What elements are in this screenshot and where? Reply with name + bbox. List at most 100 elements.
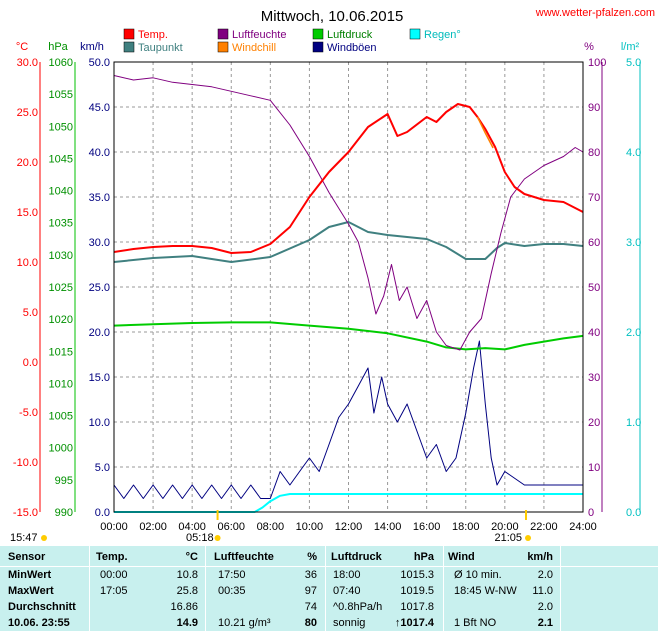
time-left-label: 15:47 xyxy=(10,532,38,544)
legend-label: Regen° xyxy=(424,29,461,41)
tick-label-lm2: 5.0 xyxy=(626,57,641,69)
sun-icon xyxy=(214,535,221,541)
legend-label: Temp. xyxy=(138,29,168,41)
table-cell: 2.0 xyxy=(537,601,553,613)
table-cell: 10.21 g/m³ xyxy=(218,617,271,629)
table-divider xyxy=(89,546,90,631)
table-row-label: MinWert xyxy=(8,569,52,581)
tick-label-pct: 30 xyxy=(588,372,600,384)
legend-label: Windchill xyxy=(232,42,276,54)
grid xyxy=(114,62,583,512)
legend-label: Windböen xyxy=(327,42,377,54)
tick-label-kmh: 25.0 xyxy=(89,282,110,294)
moon-icon xyxy=(525,535,532,541)
tick-label-hpa: 1050 xyxy=(49,121,73,133)
tick-label-hpa: 1045 xyxy=(49,153,73,165)
tick-label-pct: 50 xyxy=(588,282,600,294)
table-header: Luftfeuchte xyxy=(214,551,274,563)
table-header: Sensor xyxy=(8,551,46,563)
tick-label-celsius: 10.0 xyxy=(17,257,38,269)
tick-label-pct: 80 xyxy=(588,147,600,159)
tick-label-kmh: 50.0 xyxy=(89,57,110,69)
tick-label-pct: 70 xyxy=(588,192,600,204)
table-cell: 1017.8 xyxy=(400,601,434,613)
tick-label-x: 14:00 xyxy=(374,521,402,533)
tick-label-celsius: 25.0 xyxy=(17,107,38,119)
series-group xyxy=(113,75,584,513)
tick-label-x: 22:00 xyxy=(530,521,558,533)
tick-label-lm2: 0.0 xyxy=(626,507,641,519)
tick-label-hpa: 1055 xyxy=(49,89,73,101)
table-cell: 14.9 xyxy=(176,617,198,629)
tick-label-hpa: 1015 xyxy=(49,346,73,358)
tick-label-x: 06:00 xyxy=(217,521,245,533)
tick-label-kmh: 45.0 xyxy=(89,102,110,114)
weather-chart: Mittwoch, 10.06.2015 www.wetter-pfalzen.… xyxy=(10,7,655,544)
tick-label-hpa: 990 xyxy=(55,507,73,519)
tick-label-kmh: 10.0 xyxy=(89,417,110,429)
tick-label-x: 20:00 xyxy=(491,521,519,533)
table-header: km/h xyxy=(527,551,553,563)
tick-label-hpa: 1000 xyxy=(49,443,73,455)
table-cell: 17:05 xyxy=(100,585,128,597)
table-cell: 36 xyxy=(304,569,317,581)
legend-swatch xyxy=(312,41,324,53)
table-cell: 17:50 xyxy=(218,569,246,581)
plot-area xyxy=(113,61,584,513)
tick-label-hpa: 1030 xyxy=(49,250,73,262)
table-cell: Ø 10 min. xyxy=(454,569,502,581)
table-cell: 1019.5 xyxy=(400,585,434,597)
table-cell: 00:35 xyxy=(218,585,246,597)
sunrise-label: 05:18 xyxy=(186,532,214,544)
tick-label-celsius: 30.0 xyxy=(17,57,38,69)
table-cell: 1015.3 xyxy=(400,569,434,581)
tick-label-pct: 90 xyxy=(588,102,600,114)
table-cell: 25.8 xyxy=(176,585,198,597)
tick-label-kmh: 5.0 xyxy=(95,462,110,474)
table-cell: 2.0 xyxy=(537,569,553,581)
axis-ticks: 30.0 25.0 20.0 15.0 10.0 5.0 0.0 -5.0 -10.0 -15.0… xyxy=(13,57,641,533)
tick-label-lm2: 4.0 xyxy=(626,147,641,159)
tick-label-hpa: 1020 xyxy=(49,314,73,326)
legend-label: Luftdruck xyxy=(327,29,373,41)
tick-label-hpa: 1005 xyxy=(49,411,73,423)
series-line-windben xyxy=(113,340,583,499)
series-line-luftfeuchte xyxy=(113,75,584,351)
table-divider xyxy=(443,546,444,631)
table-cell: ↑1017.4 xyxy=(394,617,434,629)
table-cell: 97 xyxy=(304,585,317,597)
table-cell: sonnig xyxy=(333,617,366,629)
table-row-label: MaxWert xyxy=(8,585,54,597)
table-cell: 10.8 xyxy=(176,569,198,581)
unit-celsius: °C xyxy=(16,41,28,53)
table-cell: 18:00 xyxy=(333,569,361,581)
tick-label-celsius: 15.0 xyxy=(17,207,38,219)
table-row-label: Durchschnitt xyxy=(8,601,76,613)
table-row-label: 10.06. 23:55 xyxy=(8,617,70,629)
tick-label-pct: 100 xyxy=(588,57,606,69)
tick-label-kmh: 20.0 xyxy=(89,327,110,339)
table-header: Wind xyxy=(448,551,475,563)
tick-label-celsius: -15.0 xyxy=(13,507,38,519)
table-divider xyxy=(560,546,561,631)
table-cell: 16.86 xyxy=(170,601,198,613)
legend-swatch xyxy=(217,28,229,40)
sun-icon xyxy=(41,535,47,541)
tick-label-x: 08:00 xyxy=(257,521,285,533)
tick-label-pct: 0 xyxy=(588,507,594,519)
legend-swatch xyxy=(123,41,135,53)
tick-label-pct: 20 xyxy=(588,417,600,429)
tick-label-kmh: 0.0 xyxy=(95,507,110,519)
stats-table: Sensor Temp. °C Luftfeuchte% Luftdruck hPa Win… xyxy=(0,546,658,631)
tick-label-celsius: -5.0 xyxy=(19,407,38,419)
tick-label-celsius: 5.0 xyxy=(23,307,38,319)
tick-label-x: 04:00 xyxy=(178,521,206,533)
tick-label-kmh: 40.0 xyxy=(89,147,110,159)
tick-label-x: 00:00 xyxy=(100,521,128,533)
series-line-windchill xyxy=(476,116,494,149)
table-divider xyxy=(325,546,326,631)
chart-title: Mittwoch, 10.06.2015 xyxy=(261,8,404,25)
table-header: Luftdruck xyxy=(331,551,382,563)
table-header: % xyxy=(307,551,317,563)
series-line-taupunkt xyxy=(113,221,584,263)
